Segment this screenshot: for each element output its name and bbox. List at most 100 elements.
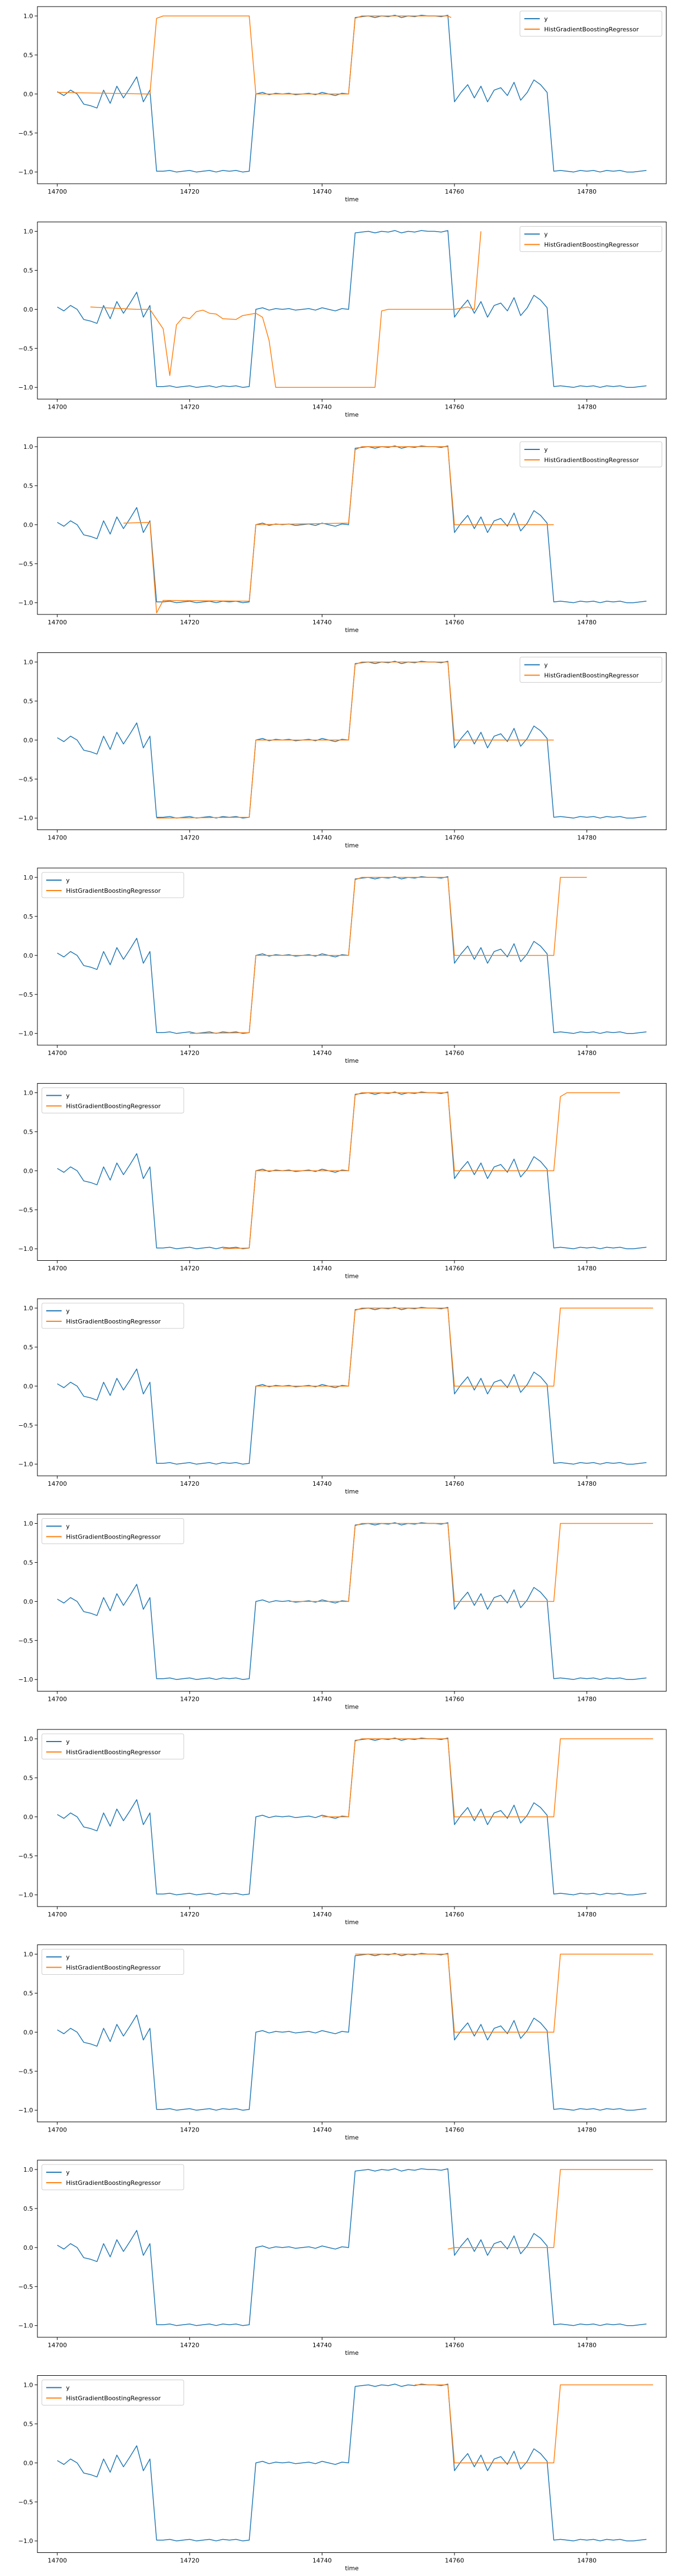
- series-line-y: [57, 1091, 646, 1249]
- y-tick-label: −0.5: [18, 2283, 33, 2291]
- plot-frame: [37, 437, 667, 615]
- y-tick-label: 1.0: [24, 1090, 34, 1097]
- y-tick-label: 0.5: [24, 2420, 34, 2427]
- x-tick-label: 14740: [313, 188, 332, 195]
- y-tick-label: 0.0: [24, 306, 34, 313]
- y-tick-label: 1.0: [24, 659, 34, 666]
- chart-panel-4: 14700 14720 14740 14760 14780 −1.0 −0.5 0.0 0.5 1…: [18, 652, 667, 849]
- y-tick-label: 0.5: [24, 1128, 34, 1135]
- y-tick-label: 0.0: [24, 521, 34, 529]
- plot-frame: [37, 1083, 667, 1261]
- x-tick-label: 14720: [180, 1050, 199, 1057]
- x-tick-label: 14760: [445, 834, 464, 842]
- y-tick-label: 0.5: [24, 697, 34, 705]
- chart-panel-12: 14700 14720 14740 14760 14780 −1.0 −0.5 0.0 0.5 1…: [18, 2375, 667, 2572]
- y-tick-label: 1.0: [24, 2382, 34, 2389]
- series-line-prediction: [57, 15, 452, 95]
- y-tick-label: −0.5: [18, 2068, 33, 2075]
- y-tick-label: −1.0: [18, 384, 33, 391]
- x-tick-label: 14760: [445, 2557, 464, 2564]
- legend-entry-label: HistGradientBoostingRegressor: [66, 1964, 161, 1971]
- x-tick-label: 14780: [577, 1696, 596, 1703]
- series-line-prediction: [222, 1092, 620, 1249]
- series-line-prediction: [414, 2384, 653, 2464]
- x-tick-label: 14720: [180, 1480, 199, 1487]
- x-tick-label: 14740: [313, 1050, 332, 1057]
- y-tick-label: 0.0: [24, 2029, 34, 2036]
- x-tick-label: 14700: [48, 619, 67, 626]
- legend-box: [519, 657, 662, 683]
- x-tick-label: 14700: [48, 1696, 67, 1703]
- series-line-y: [57, 2383, 646, 2541]
- y-tick-label: 0.5: [24, 2205, 34, 2212]
- x-axis-label: time: [345, 1057, 359, 1064]
- chart-panel-9: 14700 14720 14740 14760 14780 −1.0 −0.5 0.0 0.5 1…: [18, 1729, 667, 1926]
- series-line-prediction: [90, 231, 481, 388]
- x-tick-label: 14780: [577, 1911, 596, 1918]
- x-tick-label: 14780: [577, 1265, 596, 1272]
- plot-frame: [37, 652, 667, 830]
- legend: y HistGradientBoostingRegressor: [41, 2380, 184, 2405]
- y-tick-label: 0.5: [24, 1775, 34, 1782]
- x-tick-label: 14740: [313, 1696, 332, 1703]
- x-tick-label: 14700: [48, 2342, 67, 2349]
- y-tick-label: 1.0: [24, 13, 34, 20]
- x-tick-label: 14720: [180, 834, 199, 842]
- y-tick-label: 0.0: [24, 1167, 34, 1174]
- chart-panel-11: 14700 14720 14740 14760 14780 −1.0 −0.5 0.0 0.5 1…: [18, 2160, 667, 2357]
- y-tick-label: 0.5: [24, 267, 34, 274]
- y-tick-label: −0.5: [18, 561, 33, 568]
- legend-entry-label: y: [66, 2169, 70, 2176]
- legend-entry-label: y: [66, 1092, 70, 1100]
- x-tick-label: 14740: [313, 2557, 332, 2564]
- legend: y HistGradientBoostingRegressor: [41, 1518, 184, 1544]
- x-tick-label: 14740: [313, 1911, 332, 1918]
- x-tick-label: 14700: [48, 834, 67, 842]
- y-tick-label: −1.0: [18, 1245, 33, 1253]
- legend-box: [41, 1949, 184, 1975]
- legend-entry-label: HistGradientBoostingRegressor: [66, 1103, 161, 1110]
- y-tick-label: −1.0: [18, 815, 33, 822]
- x-axis-label: time: [345, 1919, 359, 1926]
- y-tick-label: −0.5: [18, 991, 33, 998]
- y-tick-label: −1.0: [18, 600, 33, 607]
- y-tick-label: 1.0: [24, 2166, 34, 2173]
- y-tick-label: −1.0: [18, 2107, 33, 2114]
- x-tick-label: 14760: [445, 1696, 464, 1703]
- x-axis-label: time: [345, 196, 359, 203]
- series-line-prediction: [355, 1953, 653, 2033]
- y-tick-label: −1.0: [18, 1461, 33, 1468]
- x-tick-label: 14740: [313, 1480, 332, 1487]
- x-tick-label: 14760: [445, 1480, 464, 1487]
- legend-entry-label: y: [544, 231, 548, 238]
- x-tick-label: 14740: [313, 1265, 332, 1272]
- legend-entry-label: HistGradientBoostingRegressor: [66, 1318, 161, 1325]
- y-tick-label: 1.0: [24, 1951, 34, 1958]
- series-line-prediction: [256, 1308, 653, 1387]
- x-axis-label: time: [345, 627, 359, 634]
- plot-frame: [37, 1298, 667, 1476]
- x-axis-label: time: [345, 1488, 359, 1495]
- legend: y HistGradientBoostingRegressor: [519, 10, 662, 37]
- legend-entry-label: HistGradientBoostingRegressor: [66, 2395, 161, 2402]
- legend-entry-label: HistGradientBoostingRegressor: [544, 672, 639, 679]
- plot-frame: [37, 1945, 667, 2122]
- y-tick-label: −0.5: [18, 2498, 33, 2506]
- plot-frame: [37, 2375, 667, 2553]
- x-tick-label: 14760: [445, 2127, 464, 2134]
- series-line-prediction: [289, 1523, 653, 1602]
- y-tick-label: 0.0: [24, 1383, 34, 1390]
- legend-entry-label: y: [544, 662, 548, 669]
- x-tick-label: 14780: [577, 2342, 596, 2349]
- x-tick-label: 14740: [313, 2342, 332, 2349]
- y-tick-label: 1.0: [24, 228, 34, 235]
- legend-box: [41, 1518, 184, 1544]
- plot-frame: [37, 1514, 667, 1691]
- x-tick-label: 14780: [577, 619, 596, 626]
- plot-frame: [37, 2160, 667, 2338]
- y-tick-label: 1.0: [24, 1305, 34, 1312]
- legend-box: [41, 2164, 184, 2190]
- legend-entry-label: HistGradientBoostingRegressor: [66, 887, 161, 894]
- x-tick-label: 14700: [48, 2557, 67, 2564]
- x-tick-label: 14700: [48, 188, 67, 195]
